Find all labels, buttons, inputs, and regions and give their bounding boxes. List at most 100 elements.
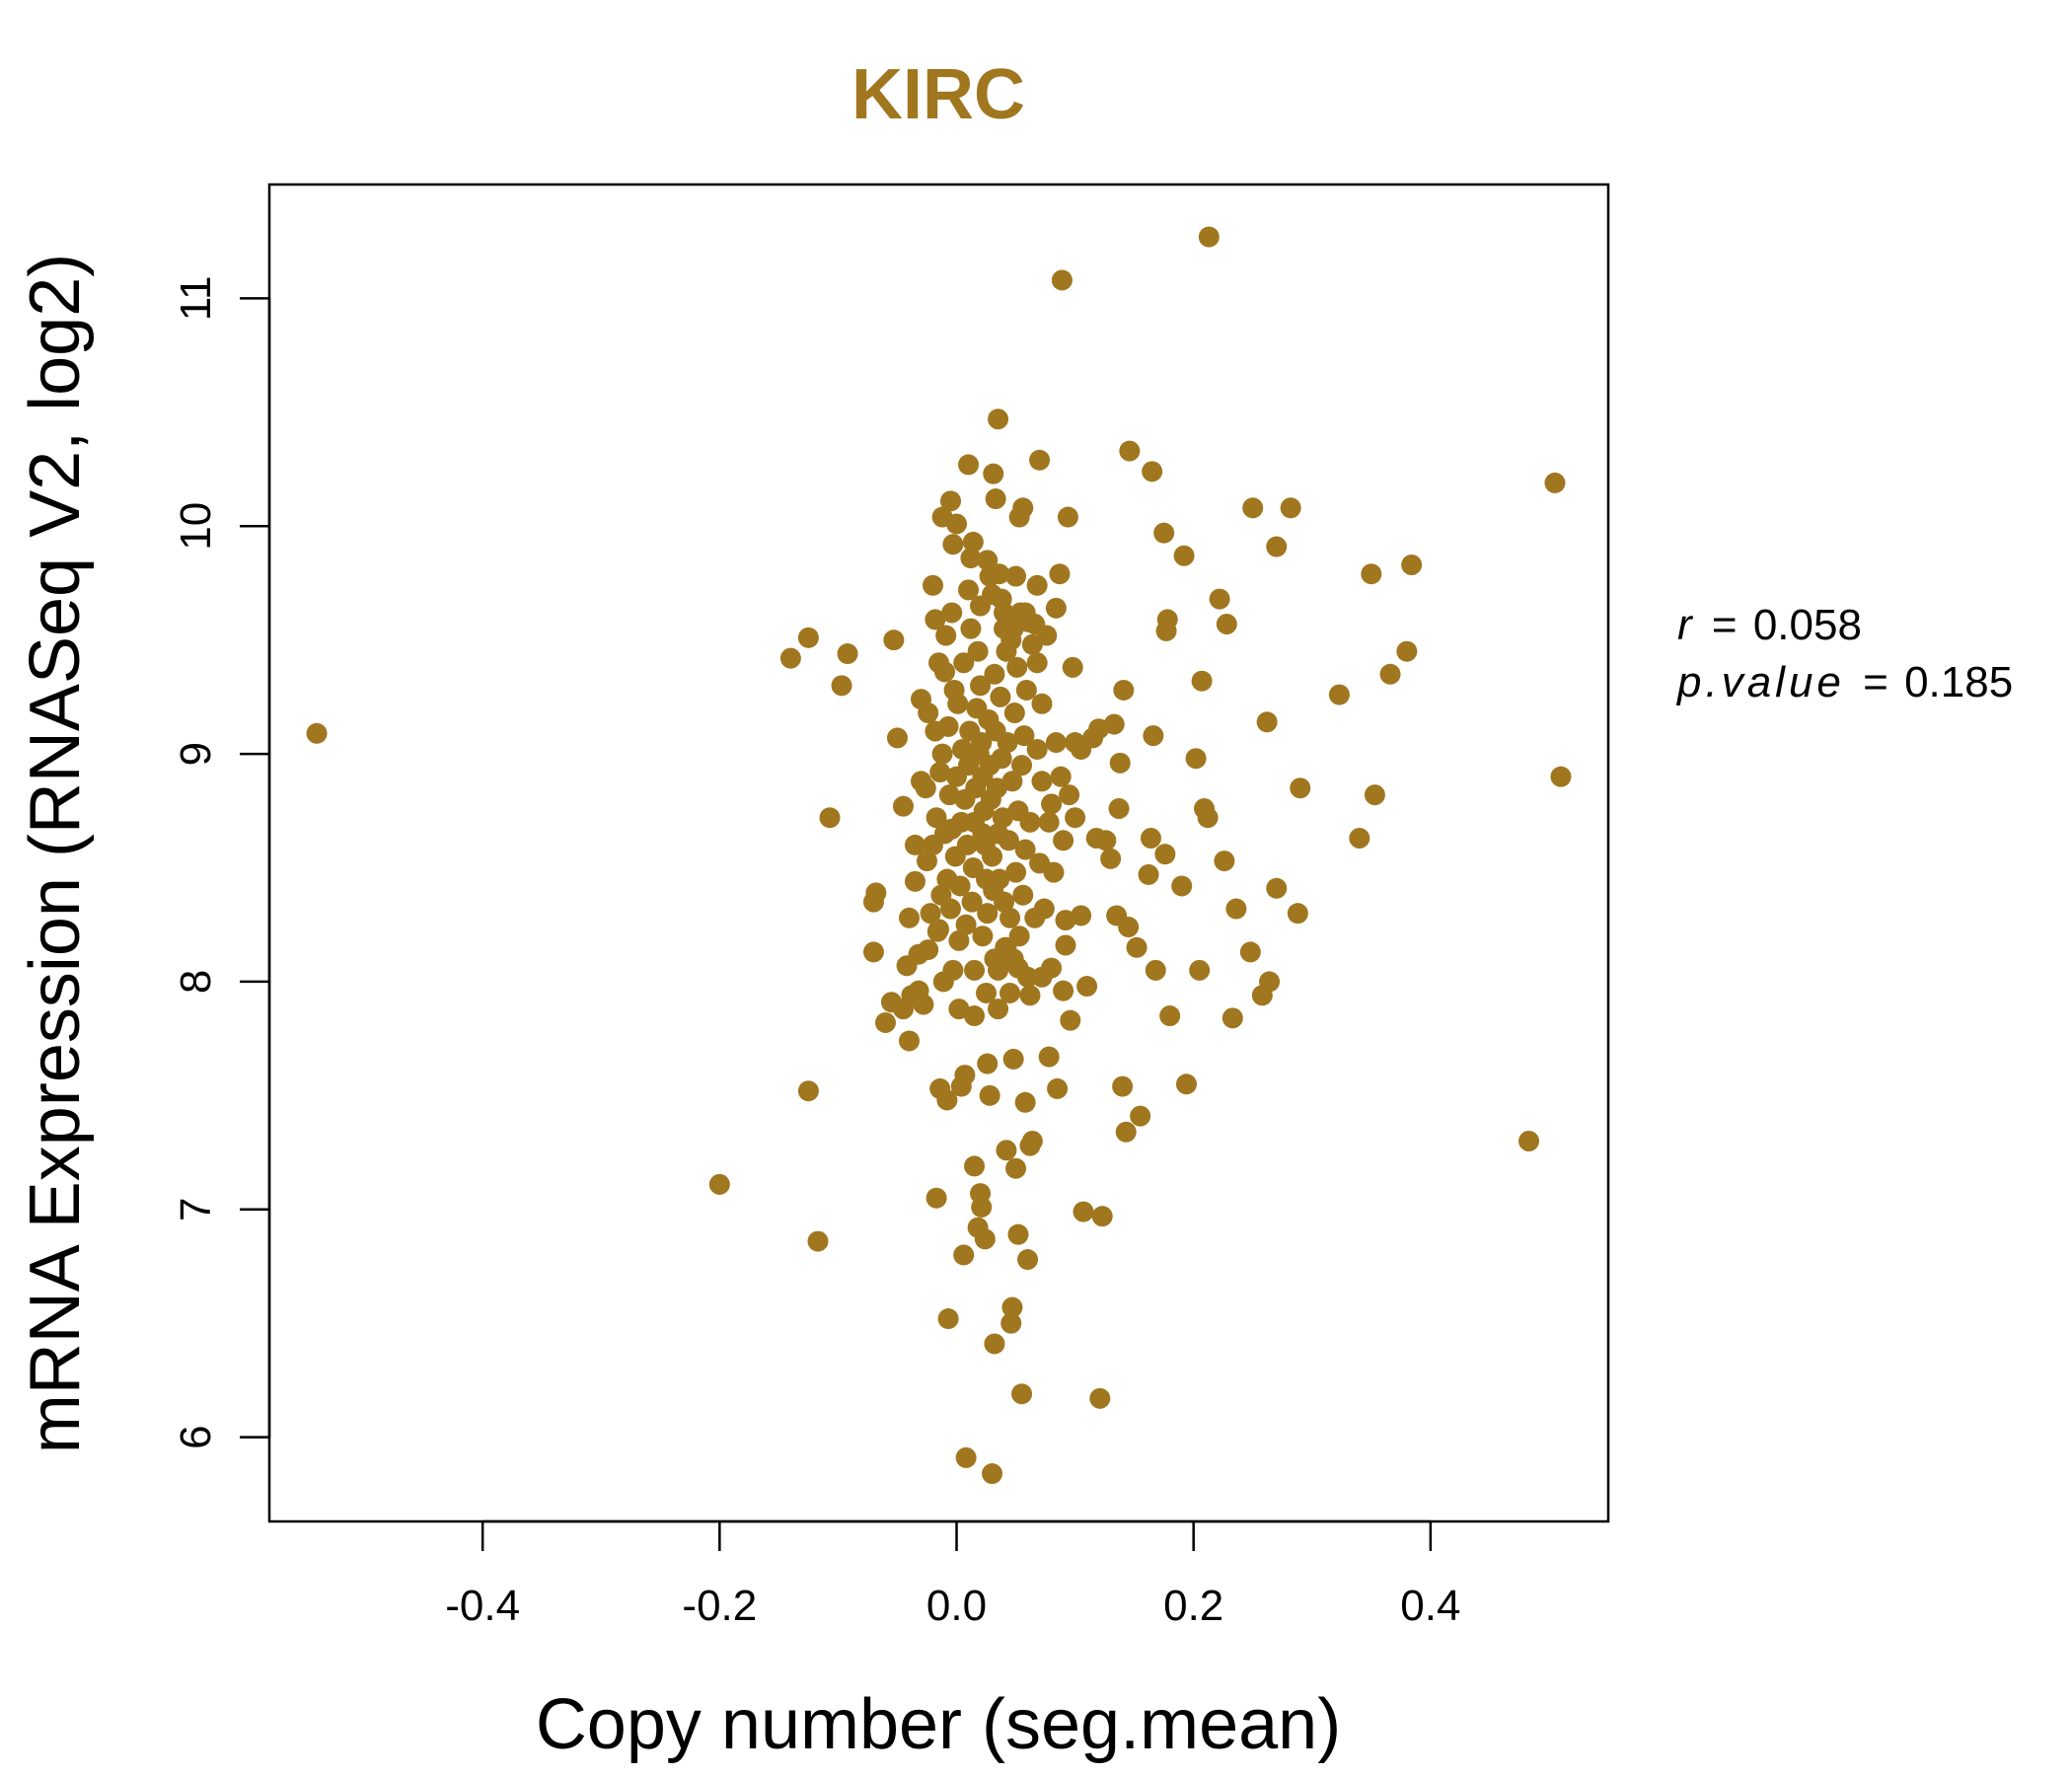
data-point [1138, 863, 1159, 885]
data-point [1026, 738, 1048, 760]
data-point [940, 490, 962, 512]
data-point [904, 834, 925, 855]
data-point [1047, 1077, 1069, 1099]
data-point [997, 732, 1018, 754]
data-point [931, 743, 953, 765]
data-point [937, 1308, 959, 1330]
x-axis: -0.4 -0.2 0.0 0.2 0.4 [445, 1519, 1460, 1630]
data-point [1011, 1383, 1033, 1405]
data-point [948, 929, 970, 951]
data-point [953, 1244, 975, 1266]
data-point [797, 1080, 819, 1102]
data-point [982, 1463, 1003, 1485]
data-points [306, 226, 1572, 1485]
data-point [984, 1333, 1005, 1355]
data-point [1214, 851, 1235, 872]
data-point [1119, 440, 1141, 462]
data-point [892, 795, 914, 817]
data-point [1031, 693, 1053, 714]
data-point [938, 784, 960, 806]
data-point [1033, 898, 1055, 920]
data-point [1349, 827, 1370, 849]
data-point [930, 884, 952, 906]
data-point [1280, 497, 1301, 519]
data-point [1118, 917, 1140, 938]
data-point [1089, 1387, 1111, 1409]
data-point [1029, 449, 1051, 471]
data-point [961, 891, 983, 913]
data-point [950, 811, 972, 833]
data-point [964, 959, 986, 981]
data-point [1007, 1223, 1029, 1245]
data-point [982, 846, 1003, 867]
data-point [942, 534, 964, 555]
data-point [779, 647, 801, 669]
data-point [953, 652, 975, 674]
data-point [1095, 830, 1117, 851]
data-point [972, 925, 994, 947]
data-point [1103, 713, 1125, 735]
data-point [1013, 725, 1035, 747]
correlation-stats: r = 0.058 p.value = 0.185 [1675, 601, 2013, 706]
data-point [1031, 771, 1053, 792]
svg-text:p.value = 0.185: p.value = 0.185 [1675, 658, 2013, 706]
data-point [974, 1228, 996, 1250]
data-point [970, 675, 992, 697]
data-point [1041, 793, 1063, 815]
x-tick-label: 0.2 [1163, 1582, 1223, 1630]
data-point [1053, 980, 1074, 1001]
data-point [928, 652, 949, 674]
chart-title: KIRC [851, 55, 1025, 134]
data-point [1001, 1296, 1023, 1318]
data-point [1049, 563, 1071, 585]
data-point [994, 891, 1015, 913]
data-point [1100, 848, 1122, 869]
data-point [1005, 861, 1027, 883]
data-point [1153, 522, 1175, 544]
data-point [1057, 506, 1078, 528]
data-point [819, 807, 841, 829]
data-point [1256, 711, 1278, 733]
data-point [996, 936, 1017, 958]
data-point [955, 1446, 977, 1468]
data-point [991, 588, 1012, 610]
x-tick-label: 0.0 [926, 1582, 987, 1630]
data-point [1060, 1009, 1081, 1031]
data-point [807, 1230, 829, 1252]
data-point [898, 907, 920, 928]
data-point [1036, 625, 1058, 646]
data-point [831, 675, 852, 697]
data-point [1011, 755, 1033, 777]
data-point [1091, 1206, 1113, 1227]
data-point [1017, 1249, 1039, 1271]
y-axis: 6 7 8 9 10 11 [172, 276, 271, 1449]
data-point [708, 1173, 730, 1195]
data-point [1065, 807, 1086, 829]
data-point [1216, 614, 1237, 635]
data-point [1518, 1131, 1540, 1152]
data-point [962, 531, 984, 553]
data-point [1051, 269, 1073, 291]
data-point [1000, 1312, 1022, 1334]
data-point [1053, 830, 1074, 851]
svg-text:r = 0.058: r = 0.058 [1677, 601, 1862, 649]
data-point [996, 1140, 1017, 1161]
data-point [935, 625, 957, 646]
data-point [1002, 1048, 1024, 1070]
data-point [1171, 875, 1193, 897]
data-point [1055, 910, 1076, 931]
data-point [920, 903, 941, 925]
data-point [1012, 884, 1034, 906]
data-point [1038, 811, 1060, 833]
data-point [977, 903, 999, 925]
data-point [1130, 1105, 1151, 1127]
data-point [1191, 670, 1213, 692]
x-tick-label: 0.4 [1400, 1582, 1460, 1630]
data-point [1396, 640, 1418, 662]
data-point [932, 971, 954, 993]
data-point [1043, 861, 1065, 883]
data-point [1259, 971, 1281, 993]
data-point [1045, 732, 1067, 754]
data-point [960, 548, 982, 569]
